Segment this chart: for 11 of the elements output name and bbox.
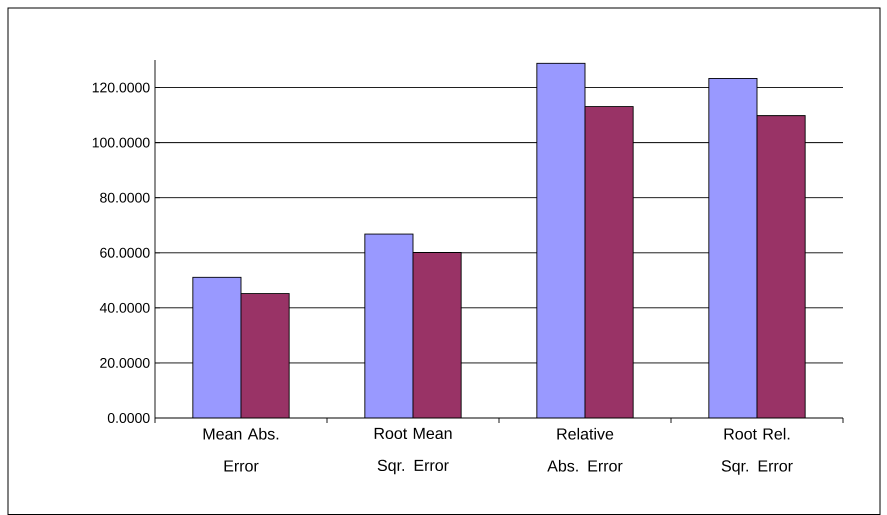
y-tick-label: 120.0000 [92,82,150,92]
category-label: Relative Abs. Error [547,428,623,472]
category-label: Mean Abs. Error [204,428,278,472]
y-tick-label: 40.0000 [100,302,150,313]
y-tick-label: 20.0000 [100,358,150,368]
y-tick-label: 60.0000 [100,248,150,258]
y-tick-label: 0.0000 [108,413,150,423]
category-label: Root Rel. Sqr. Error [722,428,793,475]
y-tick-label: 80.0000 [100,192,150,203]
category-label: Root Mean Sqr. Error [374,428,452,474]
y-tick-label: 100.0000 [92,138,150,148]
